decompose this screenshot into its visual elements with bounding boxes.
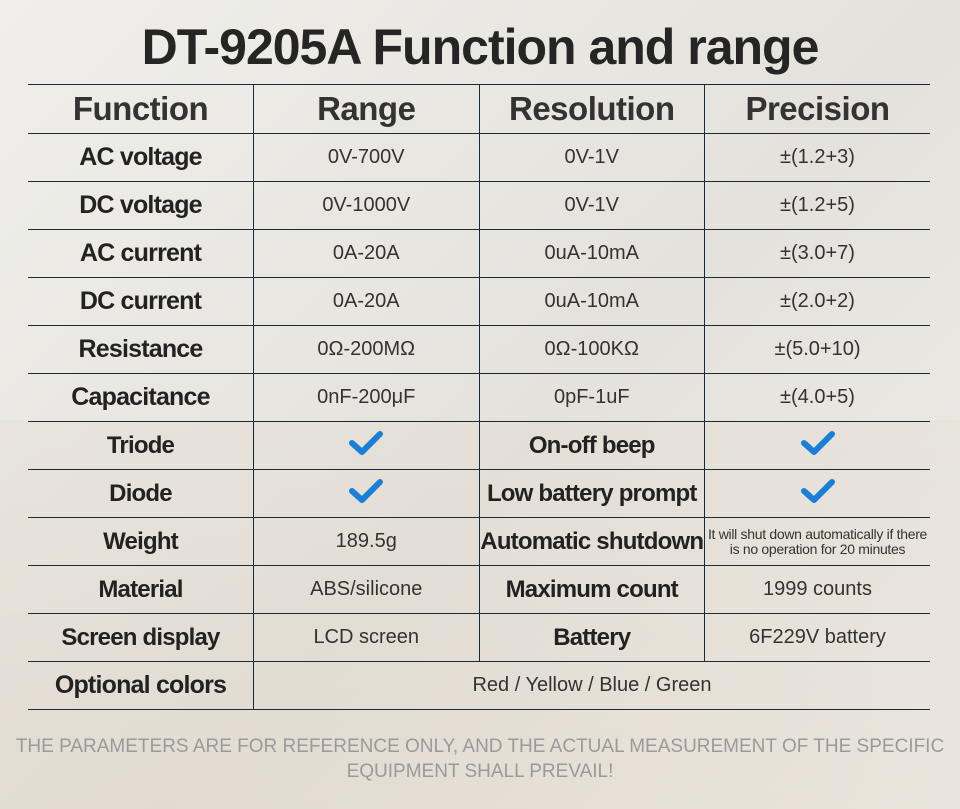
optional-colors-label: Optional colors bbox=[28, 661, 254, 710]
feature-label: Screen display bbox=[28, 613, 254, 662]
table-row: Screen display LCD screen Battery 6F229V ba… bbox=[28, 613, 930, 662]
resolution-cell: 0pF-1uF bbox=[478, 373, 705, 422]
range-cell: 0Ω-200MΩ bbox=[253, 325, 480, 374]
feature-label: Weight bbox=[28, 517, 254, 566]
table-row: AC current 0A-20A 0uA-10mA ±(3.0+7) bbox=[28, 229, 930, 278]
range-cell: 0A-20A bbox=[253, 229, 480, 278]
range-cell: 0V-700V bbox=[253, 133, 480, 182]
range-cell: 0V-1000V bbox=[253, 181, 480, 230]
precision-cell: ±(3.0+7) bbox=[704, 229, 930, 278]
table-row: Weight 189.5g Automatic shutdown It will sh… bbox=[28, 517, 930, 566]
check-icon bbox=[253, 421, 480, 470]
function-cell: AC voltage bbox=[28, 133, 254, 182]
table-row: Diode Low battery prompt bbox=[28, 469, 930, 518]
function-cell: DC voltage bbox=[28, 181, 254, 230]
check-icon bbox=[253, 469, 480, 518]
feature-label: Diode bbox=[28, 469, 254, 518]
header-precision: Precision bbox=[704, 84, 930, 134]
feature-value: 189.5g bbox=[253, 517, 480, 566]
resolution-cell: 0Ω-100KΩ bbox=[478, 325, 705, 374]
spec-table: Function Range Resolution Precision AC v… bbox=[28, 84, 930, 710]
function-cell: Resistance bbox=[28, 325, 254, 374]
feature-value2: 1999 counts bbox=[704, 565, 930, 614]
table-row: Optional colors Red / Yellow / Blue / Gr… bbox=[28, 661, 930, 710]
function-cell: DC current bbox=[28, 277, 254, 326]
feature-label: Triode bbox=[28, 421, 254, 470]
feature-value: LCD screen bbox=[253, 613, 480, 662]
header-range: Range bbox=[253, 84, 480, 134]
function-cell: AC current bbox=[28, 229, 254, 278]
feature-label2: Battery bbox=[478, 613, 705, 662]
check-icon bbox=[704, 421, 930, 470]
table-row: AC voltage 0V-700V 0V-1V ±(1.2+3) bbox=[28, 133, 930, 182]
feature-label2: Low battery prompt bbox=[478, 469, 705, 518]
precision-cell: ±(2.0+2) bbox=[704, 277, 930, 326]
table-row: DC voltage 0V-1000V 0V-1V ±(1.2+5) bbox=[28, 181, 930, 230]
table-row: Capacitance 0nF-200μF 0pF-1uF ±(4.0+5) bbox=[28, 373, 930, 422]
table-row: Material ABS/silicone Maximum count 1999 co… bbox=[28, 565, 930, 614]
feature-value2: 6F229V battery bbox=[704, 613, 930, 662]
check-icon bbox=[704, 469, 930, 518]
header-function: Function bbox=[28, 84, 254, 134]
table-row: DC current 0A-20A 0uA-10mA ±(2.0+2) bbox=[28, 277, 930, 326]
range-cell: 0A-20A bbox=[253, 277, 480, 326]
table-header: Function Range Resolution Precision bbox=[28, 84, 930, 134]
header-resolution: Resolution bbox=[478, 84, 705, 134]
table-row: Resistance 0Ω-200MΩ 0Ω-100KΩ ±(5.0+10) bbox=[28, 325, 930, 374]
function-cell: Capacitance bbox=[28, 373, 254, 422]
feature-label: Material bbox=[28, 565, 254, 614]
resolution-cell: 0uA-10mA bbox=[478, 229, 705, 278]
precision-cell: ±(1.2+5) bbox=[704, 181, 930, 230]
resolution-cell: 0uA-10mA bbox=[478, 277, 705, 326]
page-title: DT-9205A Function and range bbox=[141, 19, 820, 75]
resolution-cell: 0V-1V bbox=[478, 181, 705, 230]
range-cell: 0nF-200μF bbox=[253, 373, 480, 422]
optional-colors-value: Red / Yellow / Blue / Green bbox=[253, 661, 930, 710]
feature-value: ABS/silicone bbox=[253, 565, 480, 614]
resolution-cell: 0V-1V bbox=[478, 133, 705, 182]
feature-label2: On-off beep bbox=[478, 421, 705, 470]
precision-cell: ±(4.0+5) bbox=[704, 373, 930, 422]
feature-label2: Maximum count bbox=[478, 565, 705, 614]
disclaimer: THE PARAMETERS ARE FOR REFERENCE ONLY, A… bbox=[15, 736, 945, 782]
precision-cell: ±(1.2+3) bbox=[704, 133, 930, 182]
precision-cell: ±(5.0+10) bbox=[704, 325, 930, 374]
feature-value2: It will shut down automatically if there… bbox=[704, 517, 930, 566]
feature-label2: Automatic shutdown bbox=[478, 517, 705, 566]
table-row: Triode On-off beep bbox=[28, 421, 930, 470]
